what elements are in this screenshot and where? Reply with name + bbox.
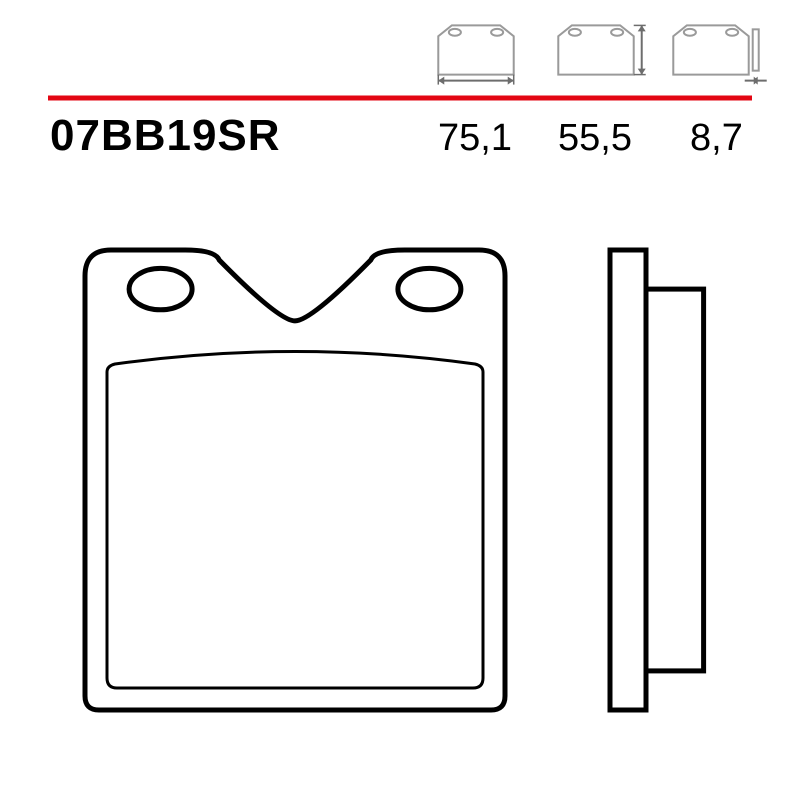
part-number: 07BB19SR: [50, 111, 281, 160]
dimension-width: 75,1: [438, 117, 512, 159]
technical-drawing: 07BB19SR 75,1 55,5 8,7: [0, 0, 800, 800]
dimension-thickness: 8,7: [690, 117, 743, 159]
dimension-height: 55,5: [558, 117, 632, 159]
